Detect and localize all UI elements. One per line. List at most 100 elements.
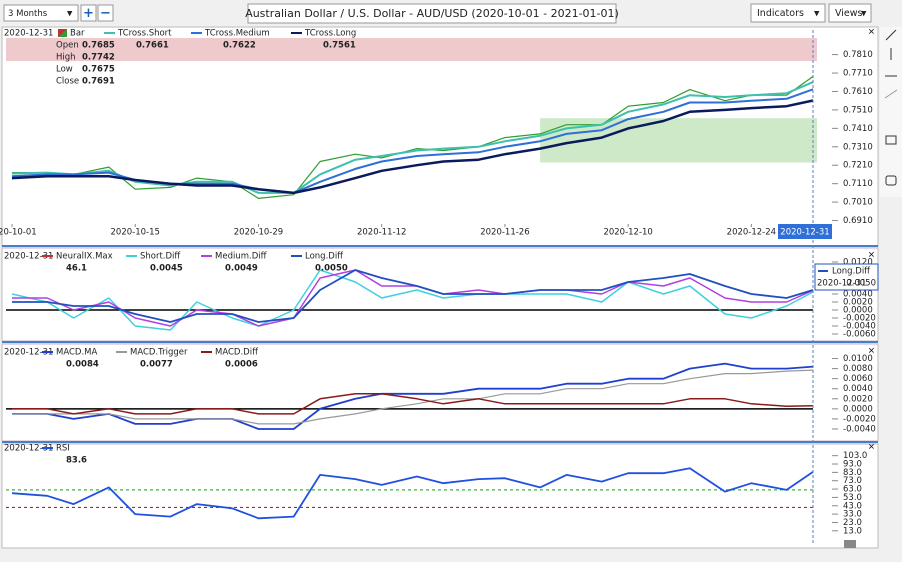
y-tick-label: -0.0020	[843, 414, 876, 424]
series-line	[12, 369, 814, 425]
crosshair-date-box	[778, 224, 832, 239]
ohlc-label: Open	[56, 41, 79, 51]
panel-date: 2020-12-31	[4, 444, 53, 454]
series-line	[11, 269, 814, 331]
toolbar: 3 Months ▼ + − Australian Dollar / U.S. …	[3, 3, 872, 24]
y-tick-label: 0.7610	[843, 87, 873, 97]
price-zone	[6, 38, 817, 62]
views-button[interactable]	[828, 3, 872, 23]
dropdown-arrow: ▼	[67, 10, 73, 18]
y-tick-label: 0.0000	[843, 306, 873, 316]
legend-value: 0.0006	[225, 360, 258, 370]
panel-date: 2020-12-31	[4, 252, 53, 262]
x-tick-label: 2020-10-01	[0, 228, 37, 238]
legend-label: Long.Diff	[305, 252, 344, 262]
legend-label: Short.Diff	[140, 252, 181, 262]
macd-panel	[1, 343, 879, 442]
y-tick-label: 0.7510	[843, 105, 873, 115]
views-label: Views	[835, 8, 863, 19]
zoom-out-button[interactable]	[97, 4, 114, 22]
y-tick-label: 73.0	[843, 476, 862, 486]
chart-title: Australian Dollar / U.S. Dollar - AUD/US…	[245, 7, 619, 20]
series-line	[11, 467, 814, 520]
y-tick-label: -0.0060	[843, 330, 876, 340]
legend-label: TCross.Short	[117, 29, 172, 39]
y-tick-label: 53.0	[843, 493, 862, 503]
y-tick-label: 33.0	[843, 510, 862, 520]
crosshair-series: Long.Diff	[832, 267, 871, 277]
crosshair-value: 0.0050	[846, 279, 876, 289]
legend-label: MACD.Trigger	[130, 348, 188, 358]
x-tick-label: 2020-12-24	[727, 228, 776, 238]
close-panel[interactable]: ✕	[868, 443, 875, 453]
ohlc-value: 0.7685	[82, 41, 115, 51]
legend-label: TCross.Long	[304, 29, 356, 39]
y-tick-label: 0.7210	[843, 161, 873, 171]
x-tick-label: 2020-10-29	[234, 228, 283, 238]
dropdown-arrow: ▼	[814, 10, 820, 18]
legend-value: 0.0077	[140, 360, 173, 370]
scroll-thumb[interactable]	[844, 540, 856, 548]
rectangle-tool[interactable]	[885, 135, 897, 145]
period-label: 3 Months	[8, 9, 48, 19]
legend-value: 0.0084	[66, 360, 99, 370]
x-tick-label: 2020-12-10	[603, 228, 652, 238]
y-tick-label: 83.0	[843, 468, 862, 478]
y-tick-label: -0.0040	[843, 424, 876, 434]
zoom-in-label: +	[83, 6, 94, 21]
legend-value: 0.7561	[323, 41, 356, 51]
series-line	[11, 99, 814, 195]
drawing-tools	[844, 27, 902, 548]
plots: 0.6910 0.7010 0.7110 0.7210 0.7310 0.7410 0.75…	[0, 28, 876, 537]
crosshair-date: 2020-12-31	[780, 228, 829, 238]
y-tick-label: 0.0120	[843, 258, 873, 268]
bar-label: Bar	[70, 29, 85, 39]
series-line	[12, 76, 814, 199]
series-line	[12, 393, 814, 415]
close-panel[interactable]: ✕	[868, 347, 875, 357]
toolbar-strip	[880, 27, 902, 197]
ohlc-value: 0.7742	[82, 53, 115, 63]
legend-value: 0.0049	[225, 264, 258, 274]
ohlc-label: Low	[56, 65, 73, 75]
ohlc-value: 0.7691	[82, 77, 115, 87]
legend-value: 0.7622	[223, 41, 256, 51]
y-tick-label: 0.0020	[843, 298, 873, 308]
legend-label: TCross.Medium	[204, 29, 270, 39]
zoom-in-button[interactable]	[80, 4, 97, 22]
series-line	[12, 269, 814, 323]
y-tick-label: 0.6910	[843, 216, 873, 226]
crosshair-date-label: 2020-12-31	[817, 279, 866, 289]
legend-value: 0.7661	[136, 41, 169, 51]
rsi-panel	[1, 443, 879, 549]
legend-value: 0.0045	[150, 264, 183, 274]
y-tick-label: -0.0020	[843, 314, 876, 324]
indicators-label: Indicators	[757, 8, 804, 19]
y-tick-label: 23.0	[843, 518, 862, 528]
y-tick-label: 0.7010	[843, 198, 873, 208]
neural-panel	[1, 247, 879, 342]
ohlc-value: 0.7675	[82, 65, 115, 75]
close-panel[interactable]: ✕	[868, 28, 875, 38]
y-tick-label: 0.0040	[843, 384, 873, 394]
y-tick-label: 43.0	[843, 501, 862, 511]
legend-value: 83.6	[66, 456, 87, 466]
close-panel[interactable]: ✕	[868, 251, 875, 261]
ray-tool[interactable]	[884, 89, 898, 99]
y-tick-label: 0.7310	[843, 142, 873, 152]
legend-value: 46.1	[66, 264, 87, 274]
crosshair-value-box	[814, 263, 879, 291]
x-tick-label: 2020-10-15	[111, 228, 160, 238]
dropdown-arrow: ▼	[861, 10, 867, 18]
y-tick-label: 0.7110	[843, 179, 873, 189]
y-tick-label: 63.0	[843, 485, 862, 495]
legend-label: MACD.MA	[56, 348, 98, 358]
legend-label: NeuralIX.Max	[56, 252, 113, 262]
y-tick-label: 103.0	[843, 451, 867, 461]
line-tool[interactable]	[885, 29, 897, 41]
y-tick-label: 13.0	[843, 526, 862, 536]
period-select[interactable]	[3, 4, 79, 22]
note-tool[interactable]	[885, 175, 897, 186]
y-tick-label: -0.0040	[843, 322, 876, 332]
indicators-button[interactable]	[750, 3, 826, 23]
